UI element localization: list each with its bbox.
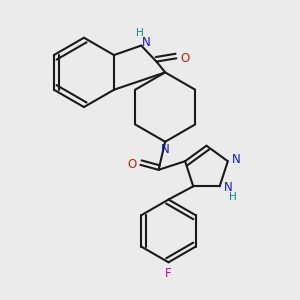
Text: N: N <box>161 143 170 156</box>
Text: O: O <box>180 52 190 65</box>
Text: O: O <box>127 158 136 171</box>
Text: H: H <box>136 28 143 38</box>
Text: H: H <box>229 192 237 202</box>
Text: N: N <box>142 36 151 50</box>
Text: F: F <box>165 267 172 280</box>
Text: N: N <box>224 181 232 194</box>
Text: N: N <box>232 153 241 166</box>
